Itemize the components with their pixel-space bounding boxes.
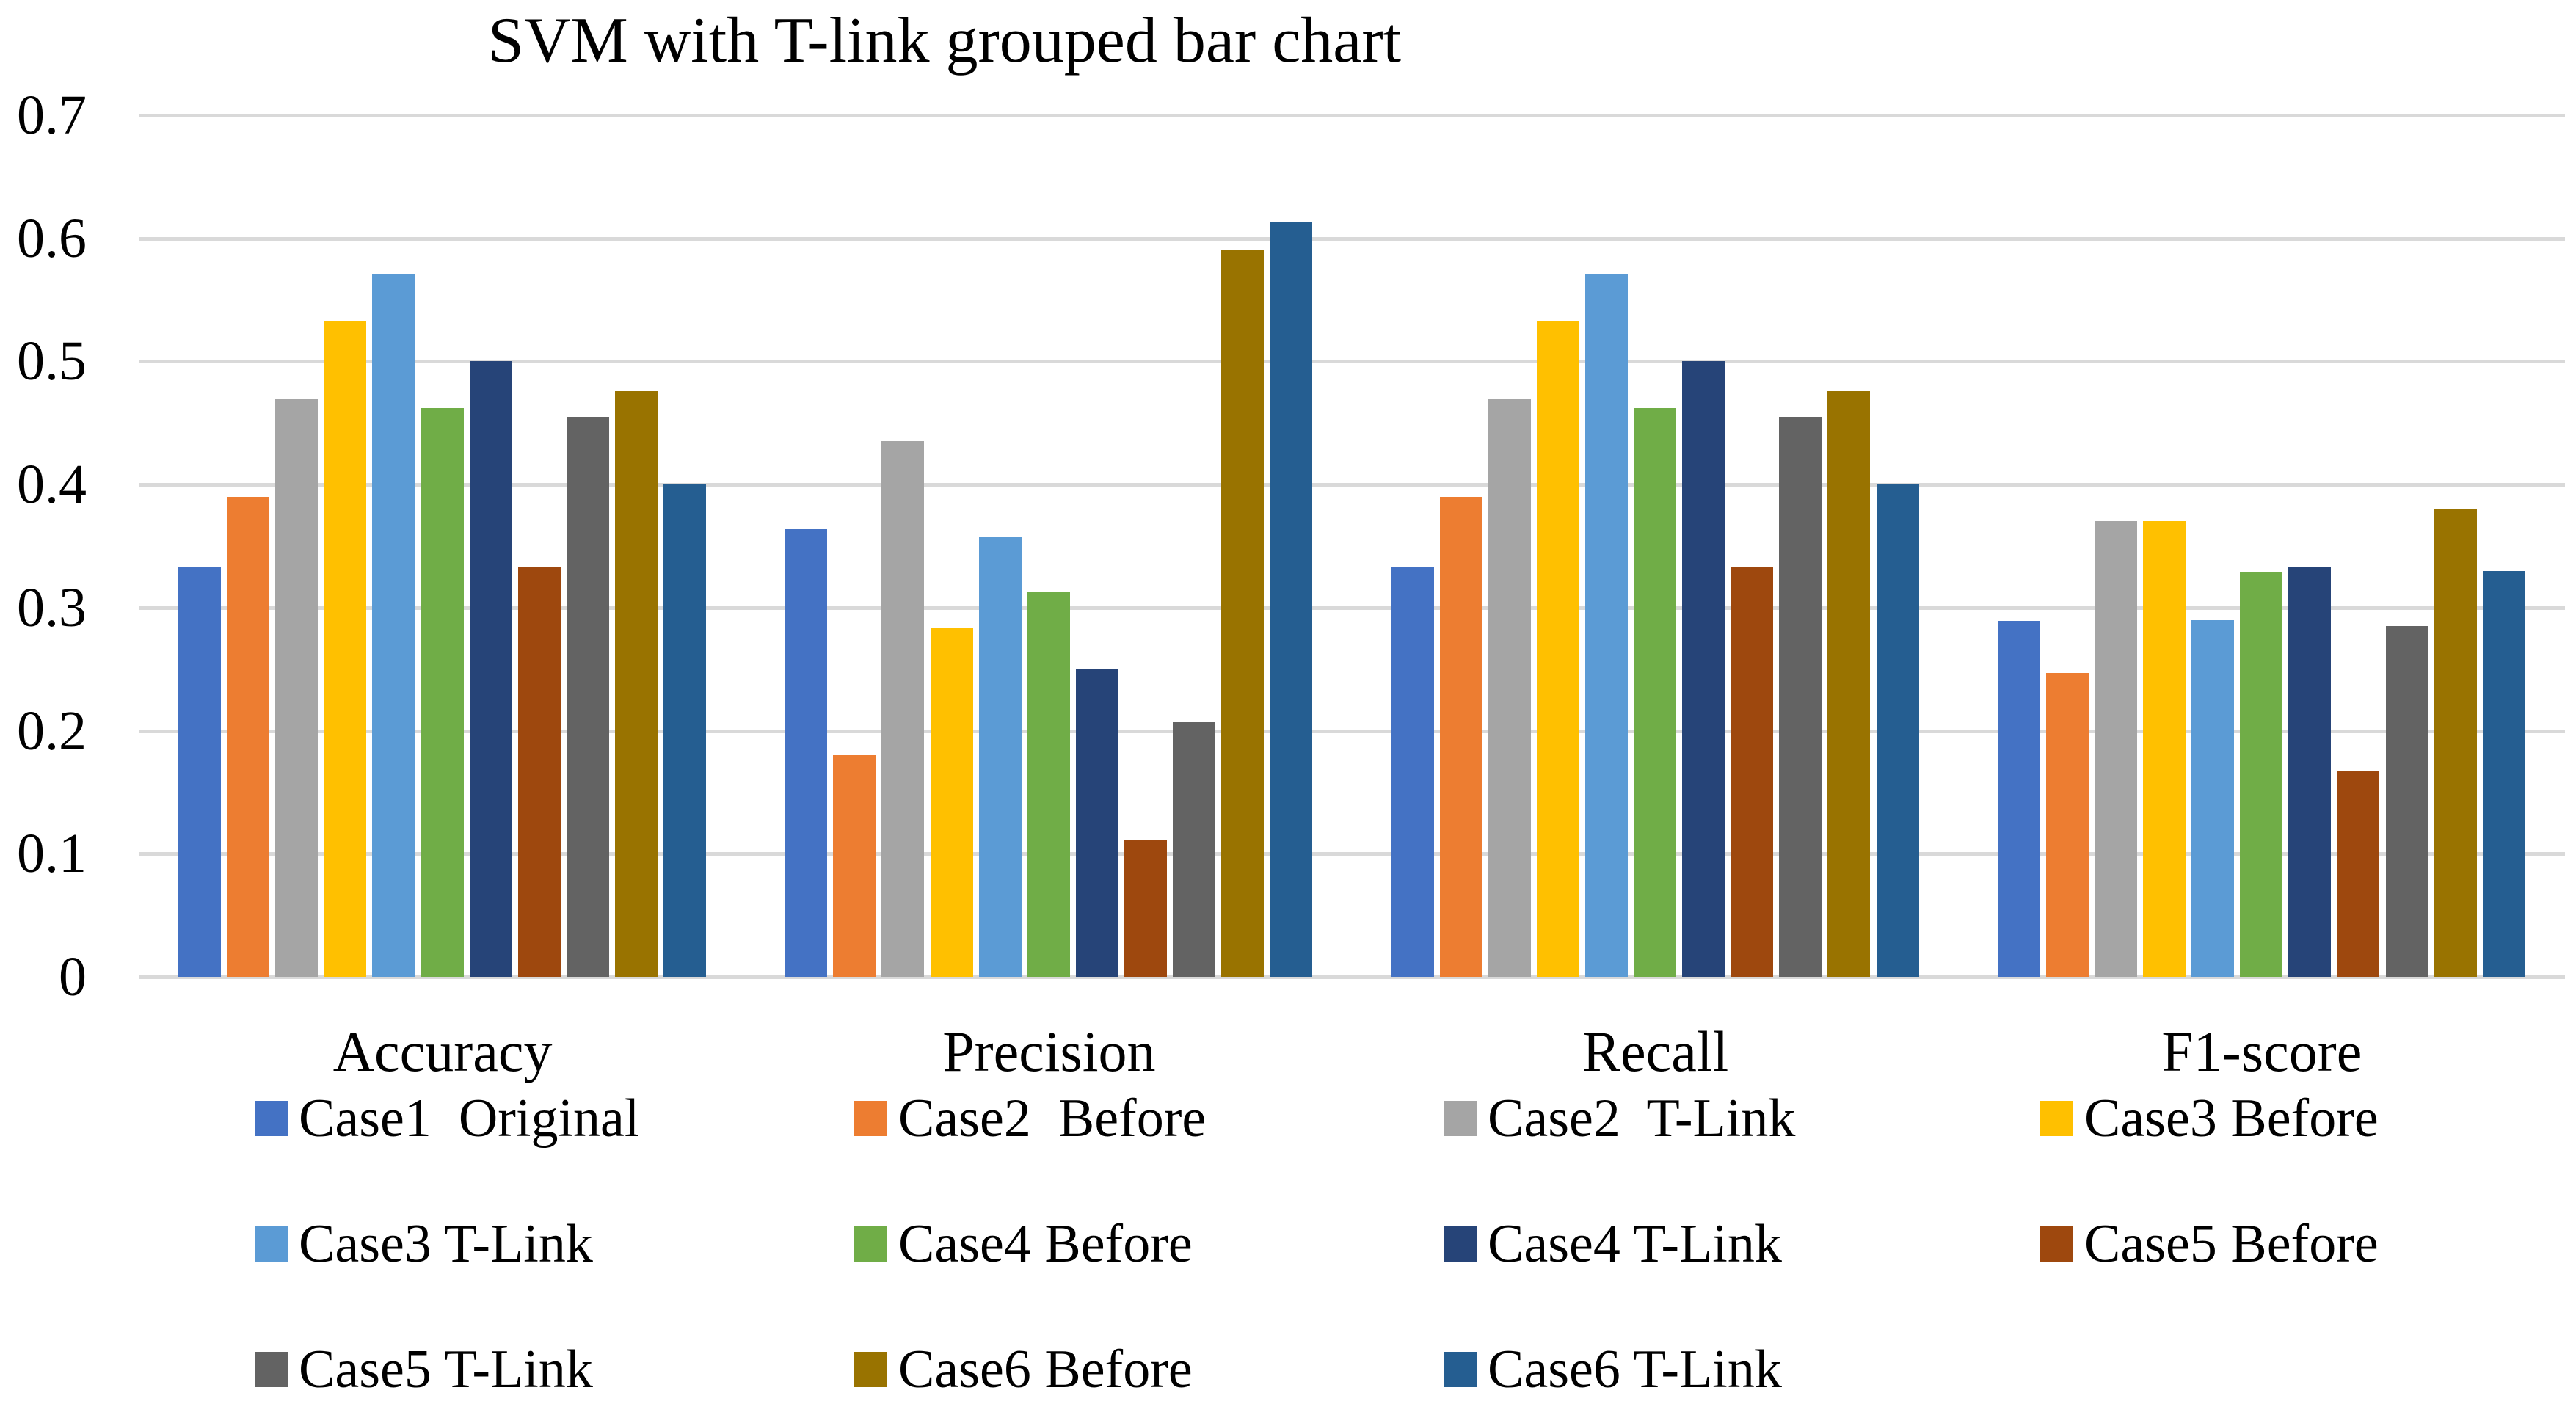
bar bbox=[2094, 521, 2137, 977]
bar bbox=[566, 416, 609, 977]
legend-label: Case4 Before bbox=[898, 1214, 1193, 1274]
bar bbox=[881, 441, 925, 977]
y-tick-label: 0.2 bbox=[17, 699, 87, 762]
gridline bbox=[139, 236, 2565, 241]
bar bbox=[1536, 321, 1579, 977]
bar bbox=[324, 321, 367, 977]
legend-swatch-icon bbox=[1444, 1101, 1477, 1136]
category-label: F1-score bbox=[2161, 1019, 2362, 1083]
category-label: Recall bbox=[1582, 1019, 1729, 1083]
legend-label: Case3 Before bbox=[2084, 1088, 2379, 1149]
bar bbox=[1075, 669, 1118, 977]
bar bbox=[2385, 626, 2428, 977]
y-tick-label: 0.5 bbox=[17, 330, 87, 393]
bar bbox=[2191, 619, 2235, 977]
legend-label: Case2 T-Link bbox=[1488, 1088, 1796, 1149]
bar bbox=[1027, 592, 1070, 977]
bar bbox=[1997, 621, 2040, 977]
bar bbox=[978, 537, 1022, 977]
legend-label: Case5 Before bbox=[2084, 1214, 2379, 1274]
gridline bbox=[139, 360, 2565, 364]
bar bbox=[1634, 408, 1676, 977]
category-label: Precision bbox=[942, 1019, 1156, 1083]
bar bbox=[833, 755, 876, 977]
gridline bbox=[139, 729, 2565, 733]
legend-swatch-icon bbox=[255, 1352, 288, 1387]
gridline bbox=[139, 975, 2565, 979]
bar bbox=[1682, 361, 1725, 977]
bar bbox=[663, 484, 706, 977]
legend-item: Case1 Original bbox=[255, 1091, 639, 1146]
y-tick-label: 0.1 bbox=[17, 823, 87, 885]
legend-item: Case6 T-Link bbox=[1444, 1342, 1782, 1397]
bar bbox=[372, 274, 415, 977]
bar bbox=[1488, 398, 1531, 977]
legend-swatch-icon bbox=[1444, 1352, 1477, 1387]
bar bbox=[785, 528, 828, 977]
bar bbox=[227, 496, 270, 977]
legend-swatch-icon bbox=[2040, 1101, 2073, 1136]
legend-swatch-icon bbox=[854, 1352, 887, 1387]
legend-label: Case6 T-Link bbox=[1488, 1339, 1782, 1400]
legend-swatch-icon bbox=[255, 1226, 288, 1262]
legend-item: Case2 Before bbox=[854, 1091, 1206, 1146]
legend-label: Case5 T-Link bbox=[299, 1339, 593, 1400]
legend-item: Case2 T-Link bbox=[1444, 1091, 1795, 1146]
y-tick-label: 0.7 bbox=[17, 84, 87, 146]
bar bbox=[1584, 274, 1628, 977]
bar bbox=[178, 567, 221, 977]
bar bbox=[2240, 572, 2283, 977]
y-tick-label: 0.4 bbox=[17, 454, 87, 516]
legend-item: Case5 Before bbox=[2040, 1216, 2379, 1272]
bar bbox=[2045, 672, 2089, 977]
bar bbox=[1779, 416, 1822, 977]
bar bbox=[1391, 567, 1434, 977]
bar bbox=[1270, 222, 1313, 977]
legend-swatch-icon bbox=[1444, 1226, 1477, 1262]
bar bbox=[930, 628, 973, 977]
gridline bbox=[139, 605, 2565, 610]
category-label: Accuracy bbox=[332, 1019, 553, 1083]
legend-swatch-icon bbox=[854, 1226, 887, 1262]
bar bbox=[2482, 570, 2525, 977]
legend-label: Case4 T-Link bbox=[1488, 1214, 1782, 1274]
bar bbox=[517, 567, 561, 977]
legend-label: Case1 Original bbox=[299, 1088, 640, 1149]
y-tick-label: 0.6 bbox=[17, 207, 87, 269]
legend-label: Case2 Before bbox=[898, 1088, 1207, 1149]
gridline bbox=[139, 114, 2565, 117]
bar bbox=[1827, 390, 1871, 977]
bar bbox=[2143, 521, 2186, 977]
legend-item: Case3 Before bbox=[2040, 1091, 2379, 1146]
bar bbox=[1439, 496, 1482, 977]
bar bbox=[275, 398, 319, 977]
chart-title: SVM with T-link grouped bar chart bbox=[488, 5, 1402, 76]
legend-item: Case4 T-Link bbox=[1444, 1216, 1782, 1272]
bar bbox=[2288, 567, 2332, 977]
gridline bbox=[139, 483, 2565, 487]
legend-swatch-icon bbox=[854, 1101, 887, 1136]
bar bbox=[2337, 771, 2380, 977]
legend-label: Case6 Before bbox=[898, 1339, 1193, 1400]
bar bbox=[469, 361, 512, 977]
legend-item: Case5 T-Link bbox=[255, 1342, 593, 1397]
bar bbox=[1124, 840, 1167, 977]
bar bbox=[1221, 250, 1265, 977]
y-tick-label: 0.3 bbox=[17, 576, 87, 639]
legend-item: Case6 Before bbox=[854, 1342, 1193, 1397]
legend-item: Case4 Before bbox=[854, 1216, 1193, 1272]
bar bbox=[1731, 567, 1774, 977]
bar bbox=[614, 390, 658, 977]
legend-label: Case3 T-Link bbox=[299, 1214, 593, 1274]
legend-swatch-icon bbox=[2040, 1226, 2073, 1262]
legend-item: Case3 T-Link bbox=[255, 1216, 593, 1272]
bar bbox=[2434, 509, 2477, 977]
legend-swatch-icon bbox=[255, 1101, 288, 1136]
gridline bbox=[139, 852, 2565, 856]
bar bbox=[421, 408, 464, 977]
bar bbox=[1876, 484, 1919, 977]
y-tick-label: 0 bbox=[59, 946, 87, 1008]
bar bbox=[1173, 721, 1216, 977]
